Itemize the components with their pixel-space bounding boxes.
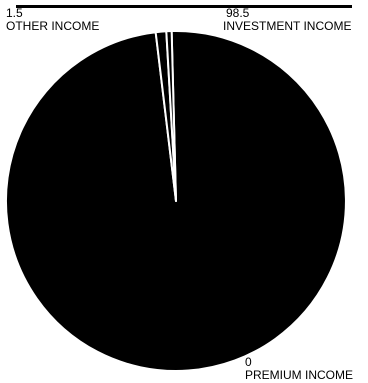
slice-label-other: OTHER INCOME [6, 19, 99, 33]
slice-label-premium: PREMIUM INCOME [245, 368, 353, 382]
slice-value-investment: 98.5 [226, 6, 250, 20]
slice-value-premium: 0 [245, 355, 252, 369]
slice-premium-income [165, 30, 177, 202]
slice-label-investment: INVESTMENT INCOME [223, 19, 351, 33]
slice-value-other: 1.5 [6, 6, 23, 20]
